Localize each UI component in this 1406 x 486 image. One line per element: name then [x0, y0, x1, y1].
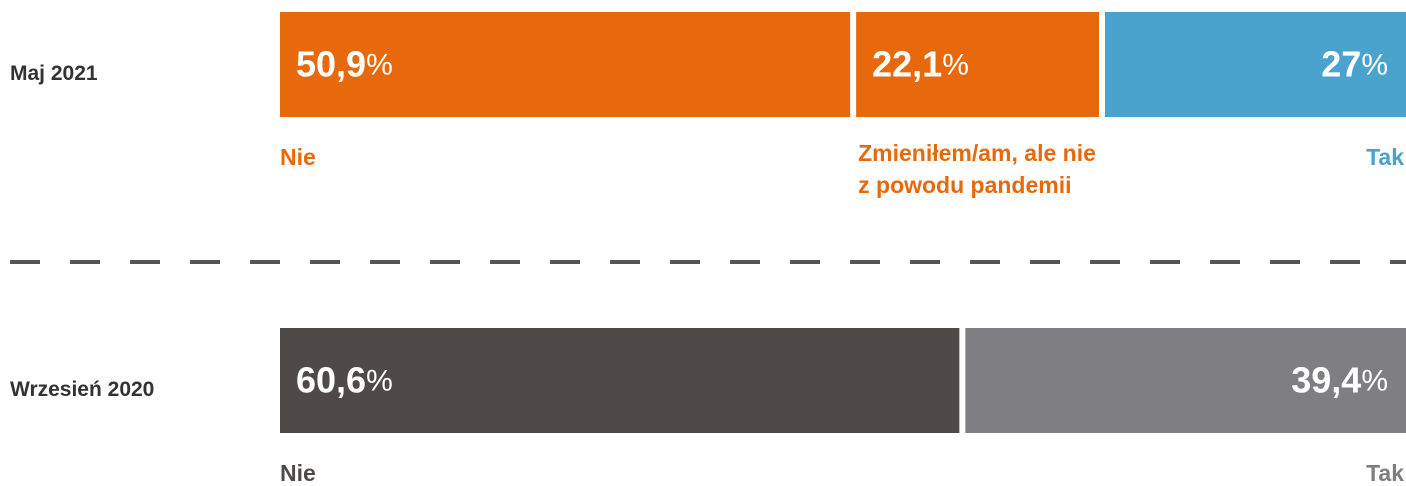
value-label: 60,6%: [296, 359, 393, 400]
bar-segment: [1104, 12, 1406, 117]
value-label: 27%: [1321, 43, 1388, 84]
segment-name: Nie: [280, 460, 316, 486]
value-label: 50,9%: [296, 43, 393, 84]
row-label: Maj 2021: [10, 62, 98, 85]
bar-segment: [280, 12, 851, 117]
segment-name: Zmieniłem/am, ale nie: [858, 140, 1096, 166]
bar-segment: [280, 328, 960, 433]
segment-name: Nie: [280, 144, 316, 170]
row-label: Wrzesień 2020: [10, 378, 154, 401]
bar-segment: [856, 12, 1099, 117]
value-label: 22,1%: [872, 43, 969, 84]
bar-segment: [965, 328, 1406, 433]
segment-name: z powodu pandemii: [858, 172, 1071, 198]
value-label: 39,4%: [1291, 359, 1388, 400]
segment-name: Tak: [1366, 144, 1404, 170]
segment-name: Tak: [1366, 460, 1404, 486]
